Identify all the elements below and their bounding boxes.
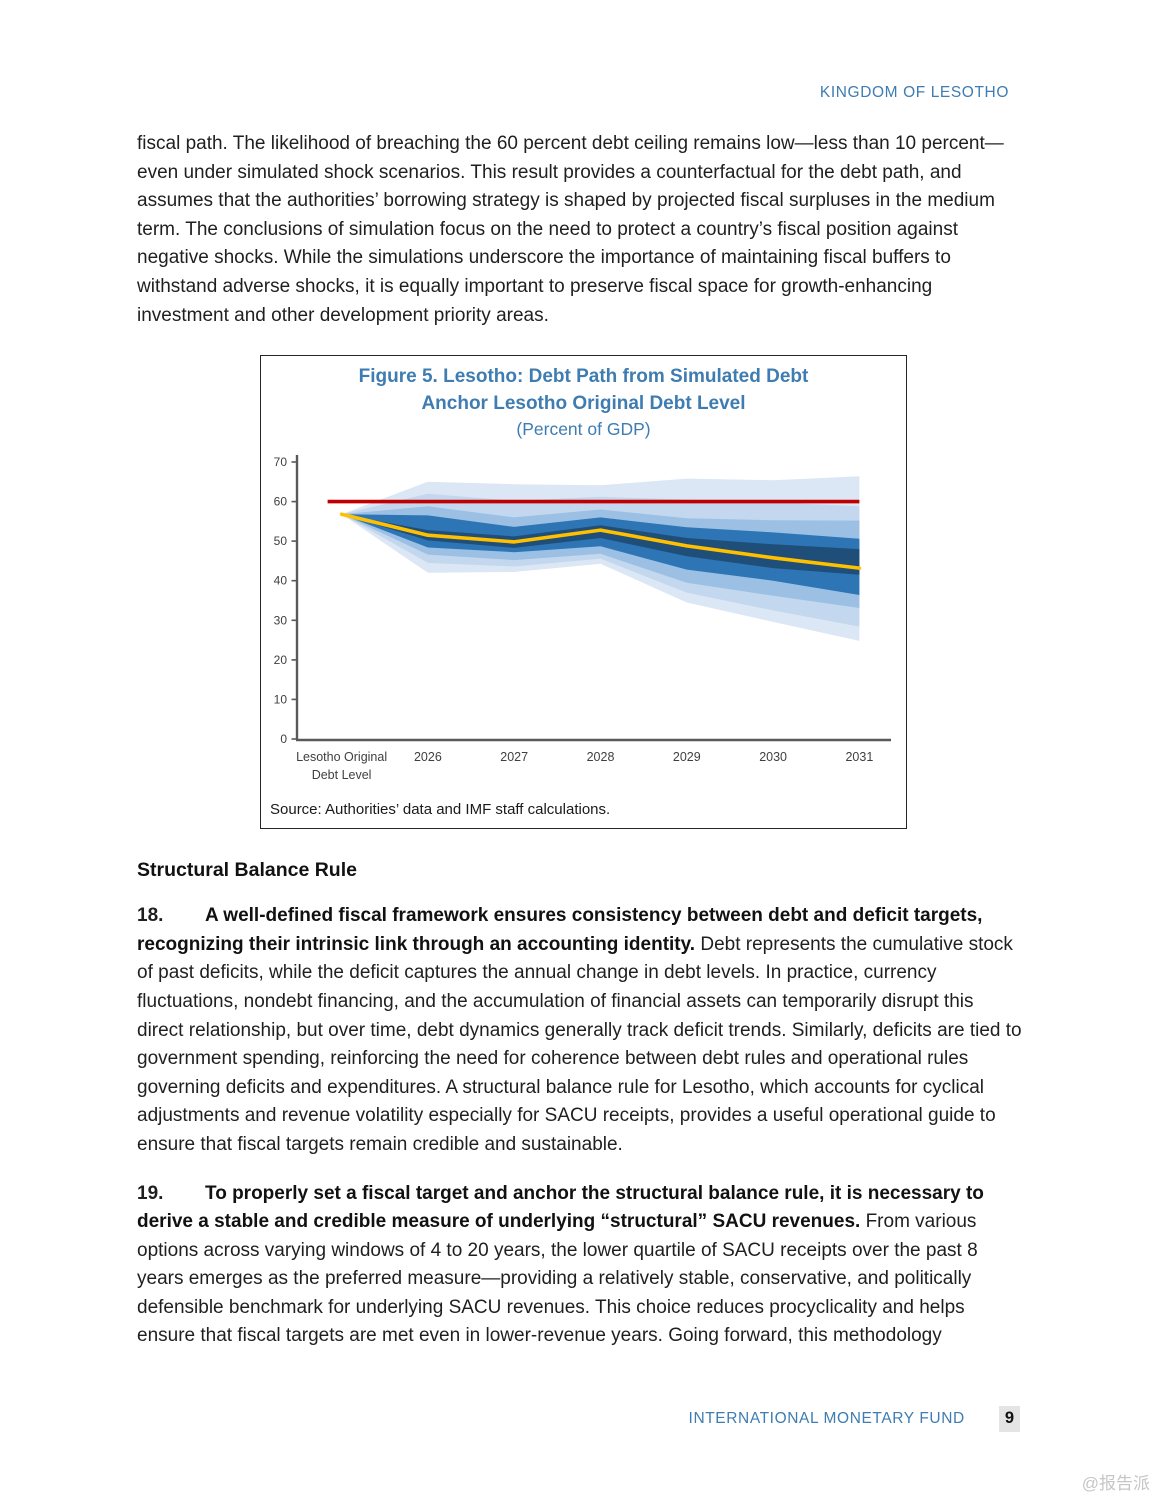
figure-title-line1: Figure 5. Lesotho: Debt Path from Simula… [358, 366, 809, 388]
page-footer: INTERNATIONAL MONETARY FUND 9 [689, 1406, 1020, 1432]
x-tick-label: 2031 [845, 750, 873, 764]
y-tick-label: 40 [273, 574, 287, 588]
x-tick-label: 2029 [672, 750, 700, 764]
paragraph-18: 18. A well-defined fiscal framework ensur… [137, 902, 1023, 1159]
paragraph-19-number: 19. [137, 1182, 164, 1204]
y-tick-label: 50 [273, 534, 287, 548]
running-header: KINGDOM OF LESOTHO [820, 84, 1009, 102]
x-tick-label: 2028 [586, 750, 614, 764]
chart-axes [295, 455, 891, 742]
x-tick-label: 2026 [413, 750, 441, 764]
paragraph-19: 19. To properly set a fiscal target and a… [137, 1180, 1023, 1352]
section-heading: Structural Balance Rule [137, 859, 357, 882]
header-title: KINGDOM OF LESOTHO [819, 84, 1009, 101]
x-axis-labels: Lesotho Original Debt Level 2026 2027 2028 20… [296, 750, 873, 782]
fan-band-4 [341, 514, 859, 575]
y-tick-label: 60 [273, 495, 287, 509]
page-number: 9 [998, 1406, 1020, 1432]
median-debt-path-line [339, 512, 861, 571]
fan-bands [341, 476, 859, 642]
footer-organization: INTERNATIONAL MONETARY FUND [688, 1410, 965, 1427]
x-tick-label: Debt Level [311, 768, 371, 782]
paragraph-19-lead: To properly set a fiscal target and anch… [137, 1182, 984, 1233]
paragraph-18-number: 18. [137, 905, 164, 927]
paragraph-19-body: From various options across varying wind… [137, 1211, 978, 1347]
y-tick-label: 30 [273, 613, 287, 627]
x-tick-label: 2027 [500, 750, 528, 764]
figure-source-note: Source: Authorities’ data and IMF staff … [270, 801, 611, 819]
paragraph-18-lead: A well-defined fiscal framework ensures … [137, 905, 983, 955]
figure-title-line2: Anchor Lesotho Original Debt Level [421, 392, 746, 414]
y-tick-label: 20 [273, 653, 287, 667]
y-axis-ticks: 0 10 20 30 40 50 60 70 [273, 455, 297, 746]
watermark: @报告派 [1081, 1474, 1150, 1493]
x-tick-label: Lesotho Original [296, 750, 387, 764]
figure-5-box: Figure 5. Lesotho: Debt Path from Simula… [260, 355, 907, 830]
x-tick-label: 2030 [759, 750, 787, 764]
y-tick-label: 0 [280, 732, 287, 746]
figure-subtitle: (Percent of GDP) [516, 419, 651, 440]
page-content: fiscal path. The likelihood of breaching… [137, 0, 1023, 1351]
intro-paragraph: fiscal path. The likelihood of breaching… [137, 133, 1004, 326]
y-tick-label: 70 [273, 455, 287, 469]
paragraph-18-body: Debt represents the cumulative stock of … [137, 933, 1022, 1155]
y-tick-label: 10 [273, 693, 287, 707]
